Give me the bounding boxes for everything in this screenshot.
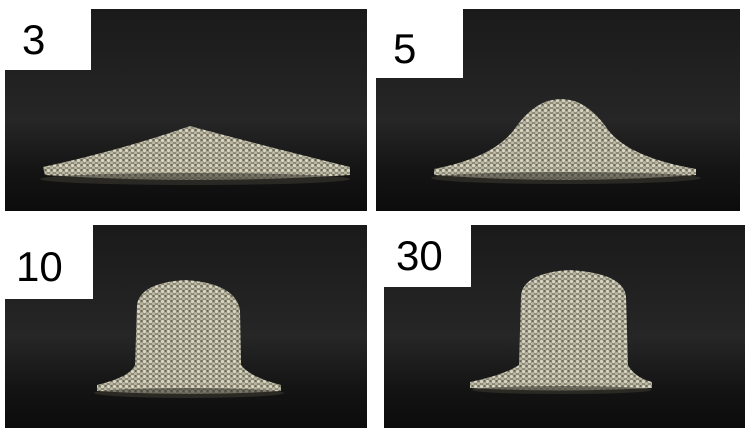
photo-panel-30: 30 xyxy=(384,225,745,428)
panel-label-5: 5 xyxy=(376,9,463,78)
panel-label-10: 10 xyxy=(5,225,93,299)
photo-panel-10: 10 xyxy=(5,225,367,428)
photo-panel-5: 5 xyxy=(376,9,740,211)
panel-label-3: 3 xyxy=(5,9,91,70)
photo-panel-3: 3 xyxy=(5,9,367,211)
panel-label-30: 30 xyxy=(384,225,471,287)
